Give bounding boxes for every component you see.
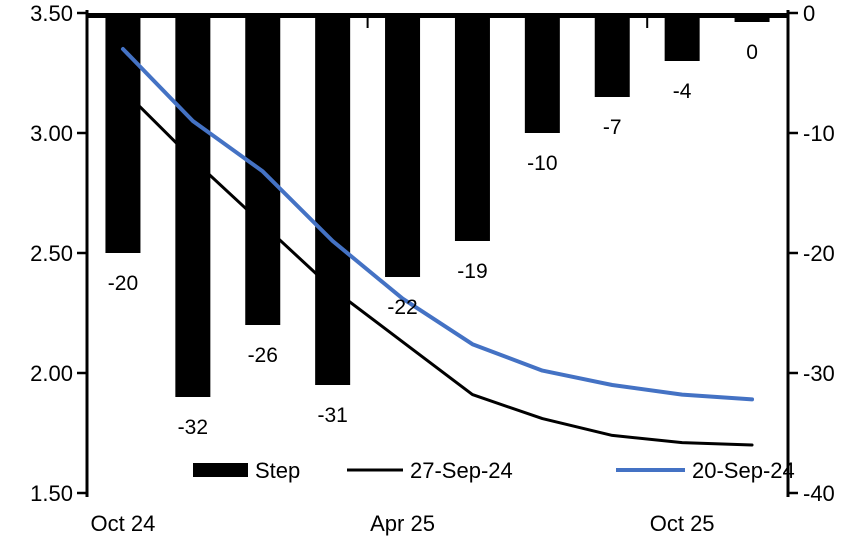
step-bar bbox=[315, 18, 351, 385]
bar-value-label: 0 bbox=[746, 41, 758, 64]
step-bar bbox=[454, 18, 490, 241]
x-axis-label: Oct 25 bbox=[650, 511, 715, 536]
step-bar bbox=[664, 18, 700, 61]
bar-value-label: -31 bbox=[317, 404, 347, 427]
right-axis-tick-label: -40 bbox=[803, 481, 835, 506]
right-axis-tick-label: -20 bbox=[803, 241, 835, 266]
legend-label-20-sep-24: 20-Sep-24 bbox=[692, 458, 795, 483]
bar-value-label: -22 bbox=[387, 296, 417, 319]
bar-value-label: -10 bbox=[527, 152, 557, 175]
right-axis-tick-label: -30 bbox=[803, 361, 835, 386]
step-bar bbox=[734, 18, 770, 22]
bar-value-label: -32 bbox=[178, 416, 208, 439]
step-bar bbox=[385, 18, 421, 277]
line-27-sep-24 bbox=[121, 88, 754, 447]
left-axis-tick-label: 1.50 bbox=[30, 481, 73, 506]
left-axis-tick-label: 3.00 bbox=[30, 121, 73, 146]
category-axis-line bbox=[88, 13, 787, 18]
bar-value-label: -19 bbox=[457, 260, 487, 283]
right-axis-tick-label: -10 bbox=[803, 121, 835, 146]
step-bar bbox=[105, 18, 141, 253]
left-axis-tick-label: 3.50 bbox=[30, 1, 73, 26]
legend-label-27-sep-24: 27-Sep-24 bbox=[410, 458, 513, 483]
right-axis-tick-label: 0 bbox=[803, 1, 815, 26]
left-axis-tick-label: 2.00 bbox=[30, 361, 73, 386]
left-axis-tick-label: 2.50 bbox=[30, 241, 73, 266]
bar-value-label: -20 bbox=[108, 272, 138, 295]
step-bar bbox=[594, 18, 630, 97]
bar-value-label: -4 bbox=[673, 80, 692, 103]
step-bar bbox=[175, 18, 211, 397]
x-axis-label: Apr 25 bbox=[370, 511, 435, 536]
step-bar bbox=[524, 18, 560, 133]
x-axis-label: Oct 24 bbox=[91, 511, 156, 536]
legend-label-step: Step bbox=[255, 458, 300, 483]
legend-swatch-bar bbox=[193, 463, 248, 477]
bar-value-label: -7 bbox=[603, 116, 622, 139]
bar-value-label: -26 bbox=[248, 344, 278, 367]
line-20-sep-24 bbox=[120, 47, 755, 402]
